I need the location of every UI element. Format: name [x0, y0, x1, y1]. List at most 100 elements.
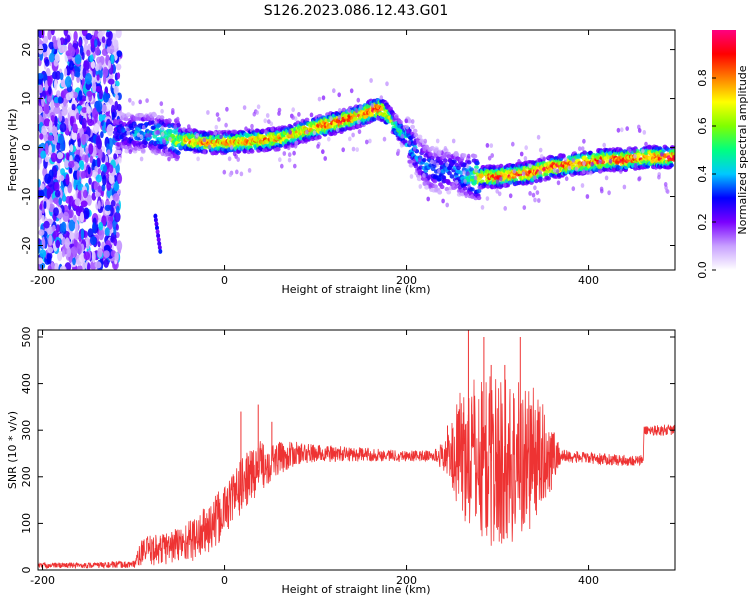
heatmap-cell: [115, 30, 122, 39]
heatmap-cell: [115, 224, 119, 231]
heatmap-cell: [195, 132, 199, 138]
heatmap-cell: [546, 176, 551, 181]
heatmap-cell: [291, 107, 296, 113]
heatmap-cell: [97, 200, 101, 210]
heatmap-cell: [229, 145, 234, 150]
heatmap-cell: [249, 149, 255, 154]
heatmap-cell: [93, 181, 98, 191]
heatmap-cell: [50, 115, 55, 123]
heatmap-cell: [636, 152, 642, 157]
heatmap-cell: [232, 129, 238, 134]
heatmap-cell: [417, 157, 422, 163]
heatmap-cell: [275, 147, 281, 152]
snr-frame: [37, 329, 676, 571]
heatmap-cell: [65, 173, 70, 186]
heatmap-cell: [176, 122, 181, 128]
heatmap-cell: [219, 134, 223, 140]
heatmap-cell: [61, 249, 65, 258]
heatmap-cell: [39, 249, 47, 258]
heatmap-cell: [625, 126, 629, 131]
heatmap-cell: [78, 39, 82, 48]
heatmap-cell: [428, 152, 434, 157]
heatmap-cell: [55, 70, 61, 81]
heatmap-cell: [265, 113, 270, 118]
heatmap-cell: [354, 108, 359, 114]
colorbar-tick-label: 0.6: [696, 117, 709, 135]
heatmap-cell: [48, 86, 52, 95]
heatmap-cell: [69, 60, 74, 71]
heatmap-cell: [206, 110, 210, 115]
heatmap-cell: [495, 188, 500, 194]
heatmap-cell: [348, 136, 352, 142]
heatmap-cell: [98, 221, 104, 231]
heatmap-cell: [409, 174, 414, 179]
heatmap-cell: [512, 168, 517, 174]
heatmap-cell: [48, 41, 55, 50]
heatmap-cell: [152, 112, 158, 118]
heatmap-cell: [619, 169, 623, 174]
heatmap-cell: [602, 142, 606, 148]
heatmap-cell: [410, 119, 415, 124]
heatmap-cell: [143, 140, 149, 146]
colorbar-gradient: [712, 30, 736, 270]
heatmap-cell: [68, 109, 76, 117]
heatmap-cell: [139, 156, 144, 162]
heatmap-cell: [44, 58, 50, 67]
heatmap-cell: [171, 108, 175, 113]
heatmap-cell: [463, 179, 467, 184]
heatmap-cell: [167, 156, 171, 162]
heatmap-cell: [41, 128, 48, 136]
heatmap-cell: [83, 207, 90, 220]
heatmap-cell: [53, 39, 59, 50]
heatmap-cell: [55, 239, 61, 249]
heatmap-cell: [88, 143, 94, 155]
heatmap-cell: [582, 150, 587, 155]
heatmap-cell: [97, 31, 104, 39]
heatmap-cell: [114, 251, 119, 261]
heatmap-cell: [50, 99, 55, 112]
heatmap-cell: [77, 265, 83, 270]
heatmap-cell: [157, 241, 162, 247]
heatmap-cell: [100, 104, 108, 113]
heatmap-cell: [465, 164, 470, 169]
heatmap-cell: [365, 139, 369, 145]
heatmap-cell: [63, 186, 68, 195]
heatmap-cell: [351, 132, 355, 138]
heatmap-cell: [487, 155, 492, 161]
heatmap-cell: [76, 244, 82, 255]
heatmap-cell: [157, 149, 162, 154]
heatmap-cell: [43, 118, 51, 127]
heatmap-cell: [250, 123, 254, 129]
heatmap-cell: [43, 103, 50, 115]
heatmap-cell: [81, 107, 88, 113]
heatmap-cell: [351, 146, 356, 152]
heatmap-cell: [371, 117, 377, 122]
heatmap-outlier-cells: [153, 213, 163, 254]
heatmap-cell: [641, 148, 645, 154]
heatmap-cell: [260, 128, 266, 133]
heatmap-cell: [347, 108, 351, 113]
heatmap-cell: [126, 130, 130, 136]
heatmap-cell: [117, 173, 123, 184]
heatmap-cell: [167, 151, 172, 157]
heatmap-cell: [556, 180, 561, 186]
heatmap-cell: [332, 88, 336, 94]
heatmap-cell: [94, 165, 98, 172]
spectrogram-y-label: Frequency (Hz): [6, 109, 19, 192]
heatmap-cell: [100, 131, 104, 139]
heatmap-cell: [94, 38, 98, 48]
heatmap-cell: [106, 149, 111, 156]
heatmap-cell: [560, 153, 566, 158]
heatmap-cell: [657, 174, 661, 180]
colorbar-tick-label: 0.0: [696, 261, 709, 279]
heatmap-cell: [48, 144, 52, 153]
heatmap-cell: [38, 105, 43, 114]
heatmap-cell: [95, 100, 103, 113]
heatmap-cell: [68, 195, 74, 207]
heatmap-cell: [61, 221, 67, 232]
heatmap-cell: [59, 122, 67, 133]
heatmap-cell: [337, 115, 342, 120]
heatmap-cell: [80, 160, 85, 171]
heatmap-cell: [57, 250, 63, 262]
